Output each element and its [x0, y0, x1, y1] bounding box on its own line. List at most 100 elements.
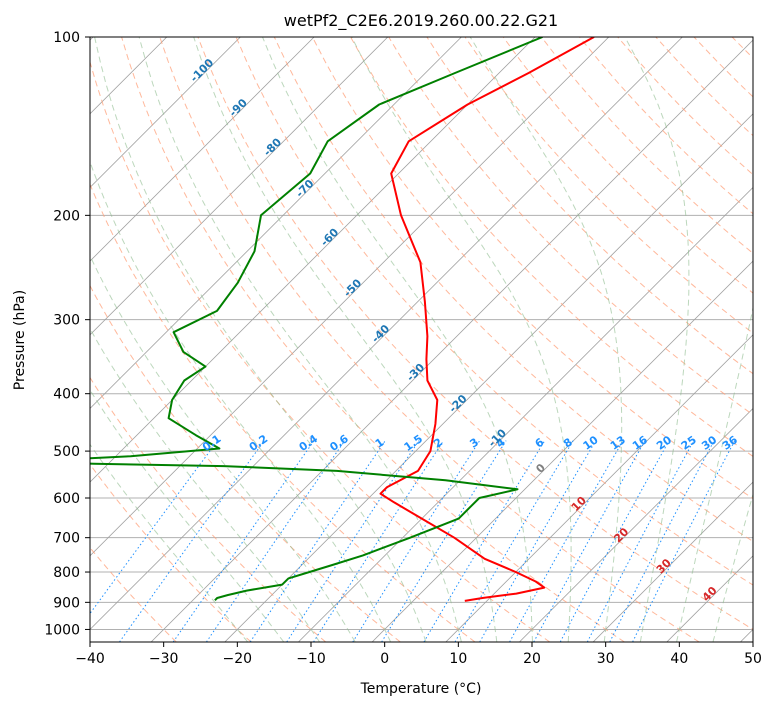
- dry-adiabat-line: [655, 37, 753, 137]
- mixing-ratio-line: [352, 440, 481, 642]
- isotherm-label: 20: [611, 525, 631, 545]
- moist-adiabat-line: [676, 305, 753, 642]
- isotherm-label: -70: [293, 177, 316, 200]
- isotherm-line: [519, 407, 753, 642]
- y-tick-label: 300: [53, 313, 80, 329]
- isotherm-label: -40: [369, 322, 392, 345]
- isotherm-label: -30: [404, 361, 427, 384]
- moist-adiabat-line: [469, 37, 623, 642]
- isotherm-line: [90, 37, 241, 188]
- isotherm-line: [90, 37, 536, 483]
- isotherm-line: [90, 37, 683, 630]
- y-tick-label: 500: [53, 444, 80, 460]
- isotherm-label: -90: [227, 96, 250, 119]
- isotherm-line: [90, 37, 315, 262]
- mixing-ratio-line: [609, 440, 715, 642]
- dry-adiabat-line: [502, 37, 753, 294]
- mixing-ratio-line: [533, 440, 646, 642]
- moist-adiabat-line: [624, 37, 690, 642]
- mixing-ratio-line: [632, 440, 736, 642]
- isotherm-label: -80: [261, 135, 284, 158]
- moist-adiabat-line: [90, 443, 249, 642]
- x-tick-label: 0: [380, 651, 389, 667]
- moist-adiabat-line: [90, 327, 321, 642]
- mixing-ratio-line: [454, 440, 574, 642]
- y-tick-label: 900: [53, 595, 80, 611]
- y-tick-label: 700: [53, 531, 80, 547]
- mixing-ratio-line: [479, 440, 597, 642]
- plot-frame: [89, 36, 754, 643]
- dewpoint-profile: [90, 37, 543, 602]
- isotherm-line: [445, 334, 753, 642]
- dry-adiabat-line: [197, 37, 753, 630]
- y-tick-label: 100: [53, 30, 80, 46]
- dry-adiabat-line: [159, 37, 700, 642]
- mixing-ratio-label: 3: [467, 435, 481, 450]
- dry-adiabat-line: [90, 284, 401, 642]
- isotherm-label: 40: [700, 584, 720, 604]
- temperature-profile: [379, 37, 595, 602]
- y-tick-label: 200: [53, 208, 80, 224]
- mixing-ratio-label: 2: [431, 436, 445, 451]
- mixing-ratio-label: 6: [533, 435, 547, 450]
- isotherm-label: -100: [188, 56, 217, 85]
- x-tick-label: −20: [223, 651, 253, 667]
- moist-adiabat-line: [193, 37, 498, 642]
- isotherm-line: [371, 260, 753, 642]
- x-tick-label: −40: [75, 651, 105, 667]
- mixing-ratio-label: 10: [581, 433, 601, 453]
- moist-adiabat-line: [90, 389, 285, 642]
- mixing-ratio-line: [90, 440, 219, 615]
- moist-adiabat-line: [262, 37, 533, 642]
- dry-adiabat-line: [693, 37, 753, 98]
- isotherm-line: [592, 481, 753, 642]
- dry-adiabat-line: [464, 37, 753, 334]
- dry-adiabat-line: [388, 37, 753, 416]
- moist-adiabat-line: [94, 37, 427, 642]
- x-tick-label: 20: [523, 651, 541, 667]
- mixing-ratio-line: [586, 440, 695, 642]
- isotherm-line: [150, 39, 753, 642]
- x-tick-label: 10: [449, 651, 467, 667]
- dry-adiabat-line: [273, 37, 753, 543]
- dry-adiabat-line: [90, 60, 551, 642]
- mixing-ratio-line: [509, 440, 624, 642]
- isotherm-label: -60: [318, 226, 341, 249]
- moist-adiabat-line: [712, 492, 753, 642]
- mixing-ratio-label: 36: [720, 433, 740, 453]
- mixing-ratio-label: 1: [373, 436, 387, 451]
- dry-adiabat-line: [311, 37, 753, 500]
- isotherm-label: 30: [654, 556, 674, 576]
- x-axis-label: Temperature (°C): [360, 681, 482, 697]
- moist-adiabat-line: [90, 254, 356, 642]
- dry-adiabat-line: [541, 37, 753, 254]
- dry-adiabat-line: [90, 376, 327, 642]
- mixing-ratio-line: [119, 440, 265, 642]
- mixing-ratio-label: 13: [608, 433, 628, 452]
- x-tick-label: −30: [149, 651, 179, 667]
- dry-adiabat-line: [617, 37, 753, 176]
- moist-adiabat-line: [138, 37, 462, 642]
- mixing-ratio-label: 20: [654, 433, 674, 453]
- isotherm-label: -50: [341, 276, 364, 299]
- moist-adiabat-line: [351, 37, 572, 642]
- dry-adiabat-line: [770, 37, 775, 642]
- chart-title: wetPf2_C2E6.2019.260.00.22.G21: [284, 11, 558, 31]
- mixing-ratio-line: [381, 440, 507, 642]
- y-tick-label: 1000: [44, 622, 80, 638]
- x-tick-label: 30: [597, 651, 615, 667]
- isotherm-label: 10: [569, 494, 589, 514]
- isotherm-label: -20: [446, 392, 469, 415]
- mixing-ratio-line: [423, 440, 546, 642]
- mixing-ratio-line: [559, 440, 670, 642]
- x-tick-label: 40: [670, 651, 688, 667]
- y-tick-label: 400: [53, 387, 80, 403]
- isotherm-line: [666, 555, 753, 642]
- isotherm-line: [740, 628, 753, 642]
- isotherm-line: [90, 37, 389, 336]
- x-tick-label: −10: [296, 651, 326, 667]
- mixing-ratio-line: [172, 440, 315, 642]
- y-axis-label: Pressure (hPa): [12, 290, 28, 390]
- y-tick-label: 600: [53, 491, 80, 507]
